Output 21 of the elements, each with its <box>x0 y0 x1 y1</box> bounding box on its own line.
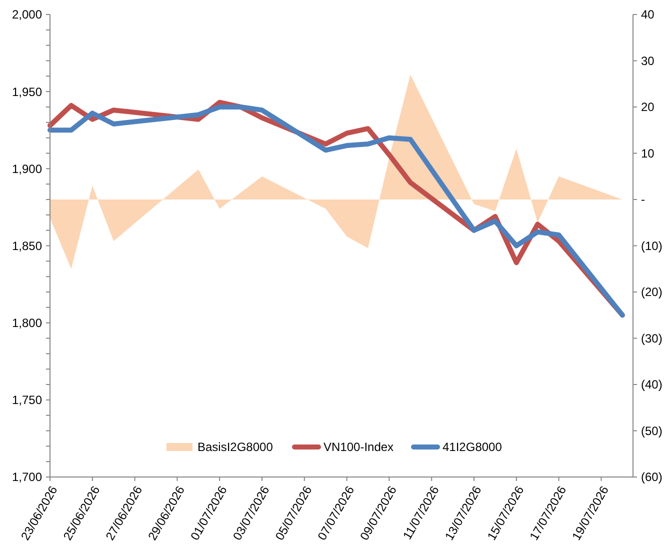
y-tick-label: 1,900 <box>12 162 42 176</box>
y-tick-label: 2,000 <box>12 8 42 22</box>
y-tick-label: 1,750 <box>12 393 42 408</box>
y2-tick-label: - <box>641 192 645 207</box>
y2-tick-label: 30 <box>641 54 655 68</box>
legend-label: BasisI2G8000 <box>198 440 274 454</box>
y-tick-label: 1,850 <box>12 238 42 253</box>
y-tick-label: 1,700 <box>12 470 42 484</box>
y2-tick-label: (60) <box>641 470 662 484</box>
legend-label: 41I2G8000 <box>442 440 502 454</box>
y2-tick-label: (10) <box>641 238 662 253</box>
y-tick-label: 1,800 <box>12 316 42 330</box>
y2-tick-label: (30) <box>641 331 662 346</box>
y2-tick-label: (40) <box>641 378 662 392</box>
legend-label: VN100-Index <box>324 440 394 454</box>
y2-tick-label: 40 <box>641 8 655 22</box>
y2-tick-label: 20 <box>641 100 655 114</box>
y2-tick-label: 10 <box>641 146 655 160</box>
y2-tick-label: (20) <box>641 285 662 300</box>
y-tick-label: 1,950 <box>12 84 42 99</box>
y2-tick-label: (50) <box>641 424 662 438</box>
